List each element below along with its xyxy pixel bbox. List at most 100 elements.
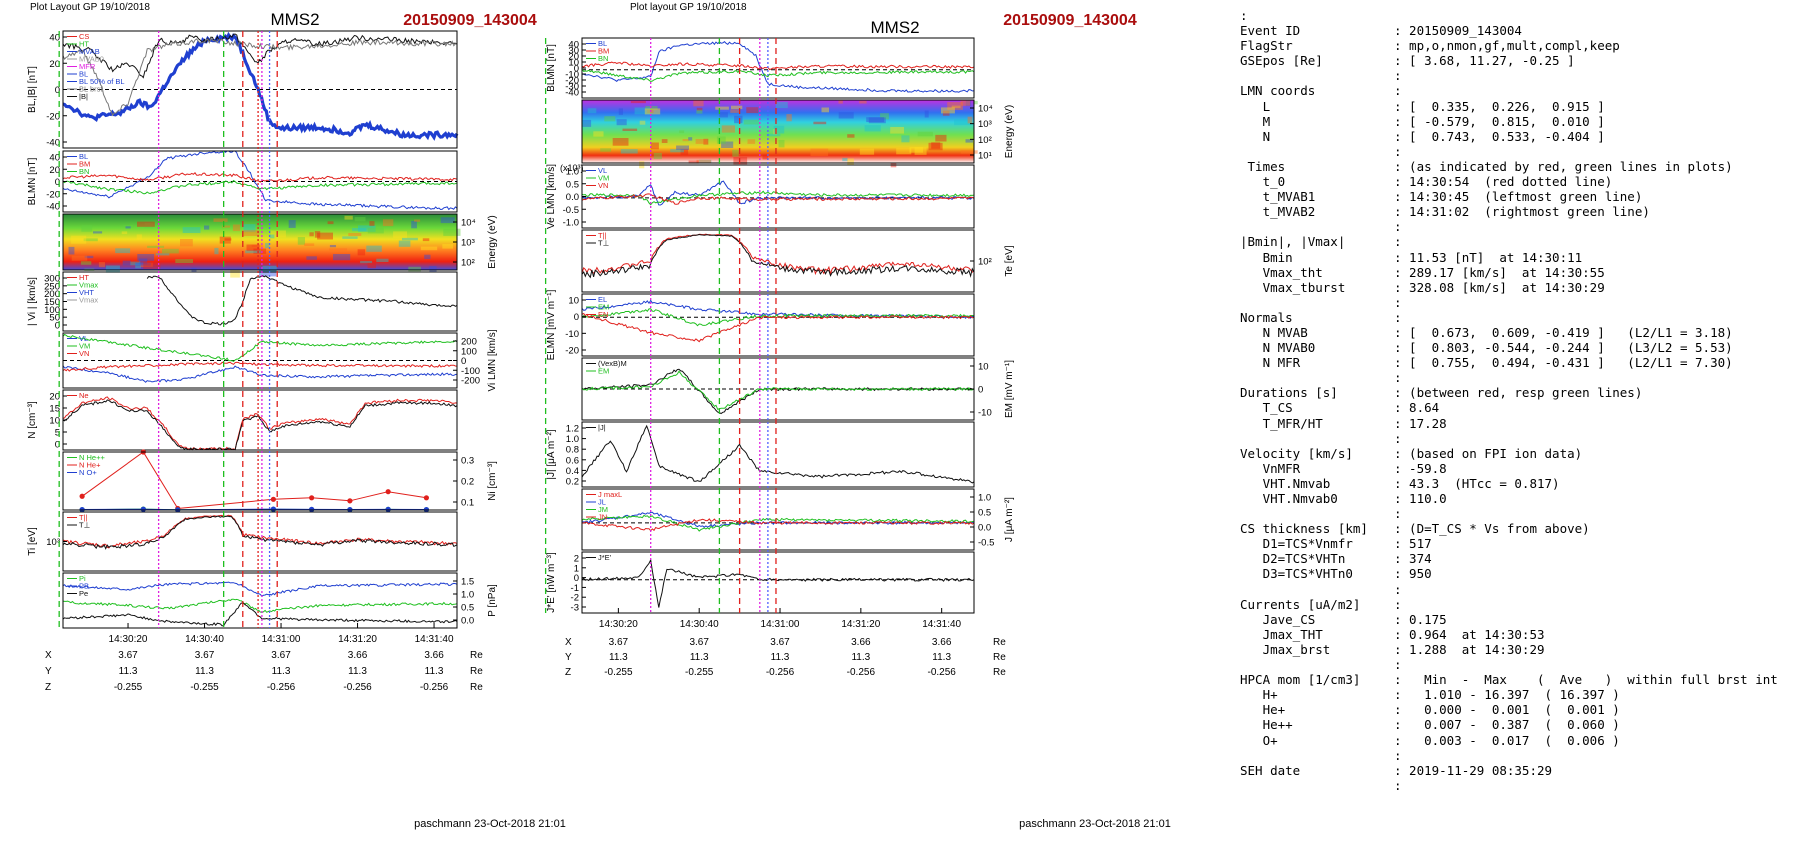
ephemeris-value: 3.67 bbox=[118, 650, 138, 661]
y-tick-label-right: 0 bbox=[461, 356, 466, 367]
y-tick-label-right: 100 bbox=[461, 346, 477, 357]
y-tick-label: -1.0 bbox=[563, 218, 579, 229]
series-line bbox=[82, 508, 427, 511]
summary-key: FlagStr bbox=[1240, 38, 1293, 54]
summary-key: D3=TCS*VHTn0 bbox=[1240, 566, 1353, 582]
y-tick-label: 0 bbox=[574, 573, 579, 584]
y-tick-label: -1 bbox=[571, 583, 579, 594]
y-tick-label: -2 bbox=[571, 593, 579, 604]
spectrogram-patch bbox=[838, 100, 843, 104]
summary-row: VHT.Nmvab: 43.3 (HTcc = 0.817) bbox=[1240, 476, 1778, 491]
legend-label: VN bbox=[598, 181, 608, 190]
spectrogram-patch bbox=[71, 255, 88, 261]
summary-key: Currents [uA/m2] bbox=[1240, 596, 1361, 612]
spectrogram-patch bbox=[942, 110, 950, 116]
spectrogram-patch bbox=[352, 228, 367, 232]
spectrogram-patch bbox=[98, 262, 105, 268]
summary-value: : 8.64 bbox=[1394, 400, 1440, 416]
summary-key: N MVAB bbox=[1240, 324, 1308, 340]
spectrogram-patch bbox=[442, 244, 453, 249]
spectrogram-patch bbox=[644, 108, 661, 115]
summary-value: : 0.003 - 0.017 ( 0.006 ) bbox=[1394, 732, 1620, 748]
panel-frame bbox=[62, 389, 458, 451]
legend-label: VN bbox=[79, 349, 89, 358]
summary-value: : [ 0.335, 0.226, 0.915 ] bbox=[1394, 98, 1605, 114]
legend-label: BM bbox=[598, 47, 609, 56]
left-figure: Plot Layout GP 19/10/2018 MMS2 20150909_… bbox=[27, 2, 566, 830]
spectrogram-patch bbox=[773, 125, 785, 134]
series-line bbox=[62, 602, 458, 627]
spectrogram-patch bbox=[367, 262, 376, 269]
legend-label: BL bbox=[598, 39, 607, 48]
spectrogram bbox=[582, 100, 974, 163]
summary-value: : 14:30:45 (leftmost green line) bbox=[1394, 189, 1643, 205]
ephemeris-unit: Re bbox=[993, 667, 1006, 678]
series-line bbox=[62, 361, 458, 372]
summary-row: : bbox=[1240, 748, 1778, 763]
legend-label: BN bbox=[79, 167, 89, 176]
summary-row: N MVAB: [ 0.673, 0.609, -0.419 ] (L2/L1 … bbox=[1240, 325, 1778, 340]
panel-frame bbox=[581, 421, 975, 488]
summary-key: t_MVAB2 bbox=[1240, 204, 1316, 220]
y-tick-label: 0.2 bbox=[566, 477, 579, 488]
summary-value: : bbox=[1394, 777, 1402, 793]
right-spacecraft-title: MMS2 bbox=[870, 18, 919, 37]
series-line bbox=[62, 365, 458, 383]
series-line bbox=[581, 190, 975, 206]
ephemeris-value: -0.255 bbox=[190, 682, 219, 693]
spectrogram-patch bbox=[634, 107, 651, 115]
summary-key: Jmax_brst bbox=[1240, 641, 1331, 657]
y-tick-label: -10 bbox=[565, 329, 579, 340]
y-tick-label: 10³ bbox=[46, 537, 60, 548]
summary-value: : (between red, resp green lines) bbox=[1394, 385, 1643, 401]
spectrogram-patch bbox=[367, 227, 384, 234]
spectrogram-patch bbox=[762, 154, 768, 160]
summary-key: LMN coords bbox=[1240, 83, 1316, 99]
summary-value: : [ 0.743, 0.533, -0.404 ] bbox=[1394, 128, 1605, 144]
spectrogram-patch bbox=[269, 234, 275, 239]
data-point bbox=[385, 506, 391, 512]
x-tick-label: 14:30:20 bbox=[109, 634, 148, 645]
summary-key: HPCA mom [1/cm3] bbox=[1240, 672, 1361, 688]
spectrogram-patch bbox=[618, 108, 623, 115]
y-tick-label-right: 10² bbox=[978, 257, 992, 268]
legend-label: Pe bbox=[79, 589, 88, 598]
summary-row: LMN coords: bbox=[1240, 83, 1778, 98]
y-tick-label: 1.2 bbox=[566, 424, 579, 435]
spectrogram-patch bbox=[213, 218, 228, 222]
y-tick-label: 100 bbox=[44, 305, 60, 316]
summary-value: : bbox=[1394, 83, 1402, 99]
spectrogram-patch bbox=[123, 224, 134, 228]
y-tick-label: 0 bbox=[55, 85, 60, 96]
y-tick-label: 15 bbox=[49, 404, 60, 415]
summary-row: VHT.Nmvab0: 110.0 bbox=[1240, 491, 1778, 506]
legend-label: EM bbox=[598, 367, 609, 376]
summary-value: : bbox=[1394, 430, 1402, 446]
spectrogram-patch bbox=[679, 130, 685, 134]
spectrogram-patch bbox=[715, 106, 729, 110]
spectrogram-patch bbox=[630, 101, 646, 104]
ephemeris-value: 3.66 bbox=[348, 650, 368, 661]
series-line bbox=[62, 399, 458, 451]
spectrogram-patch bbox=[600, 148, 612, 152]
summary-value: : -59.8 bbox=[1394, 460, 1447, 476]
series-line bbox=[581, 308, 975, 327]
ephemeris-value: 3.67 bbox=[195, 650, 215, 661]
spectrogram-patch bbox=[80, 261, 92, 265]
ephemeris-value: -0.256 bbox=[420, 682, 449, 693]
y-tick-label: 0.6 bbox=[566, 455, 579, 466]
spectrogram-patch bbox=[773, 128, 778, 135]
series-line bbox=[581, 313, 975, 343]
y-axis-label: BLMN [nT] bbox=[546, 44, 557, 92]
spectrogram-patch bbox=[414, 219, 421, 222]
panel-2: 10⁴ 10³ 10² 10¹ Energy (eV) bbox=[581, 99, 1015, 169]
spectrogram-patch bbox=[329, 248, 347, 251]
summary-value: : 1.010 - 16.397 ( 16.397 ) bbox=[1394, 687, 1620, 703]
y-tick-label: 20 bbox=[568, 52, 579, 63]
spectrogram-patch bbox=[653, 152, 662, 160]
y-tick-label: -10 bbox=[565, 70, 579, 81]
ephemeris-label: X bbox=[565, 637, 572, 648]
spectrogram-patch bbox=[612, 138, 629, 146]
spectrogram-patch bbox=[766, 133, 781, 137]
spectrogram-patch bbox=[369, 221, 375, 226]
